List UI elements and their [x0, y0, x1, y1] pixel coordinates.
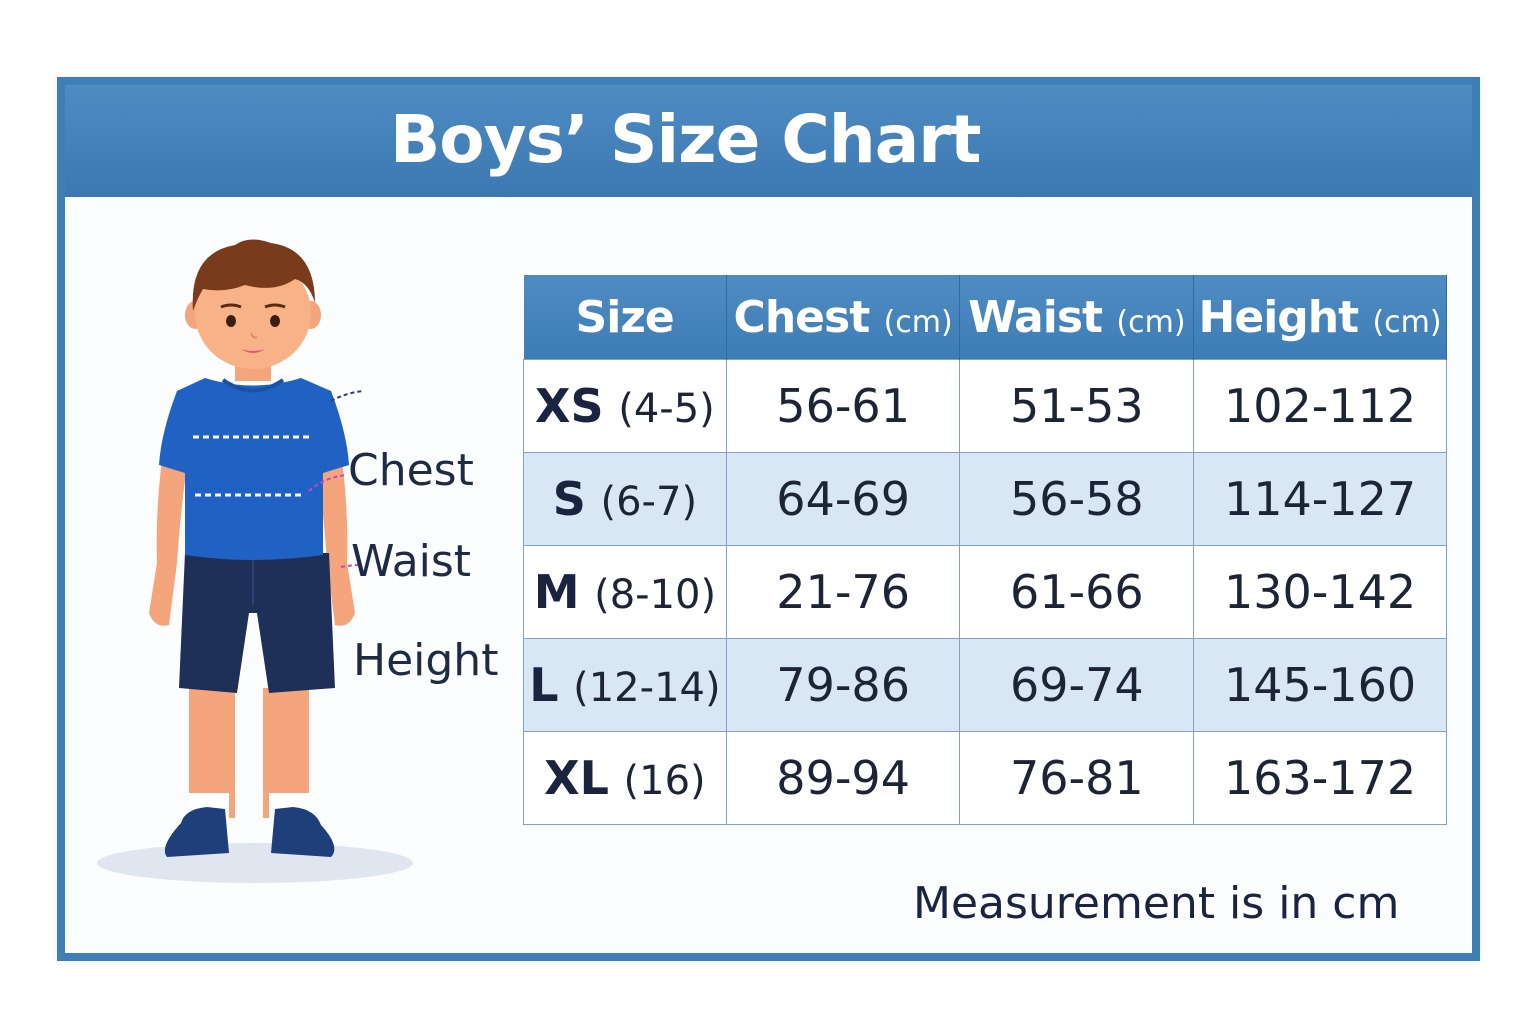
header-label: Height	[1198, 291, 1360, 343]
size-cell: S (6-7)	[523, 452, 727, 546]
table-header-row: Size Chest (cm) Waist (cm) Height (cm)	[523, 275, 1447, 360]
table-row: XS (4-5) 56-61 51-53 102-112	[523, 359, 1447, 453]
header-height: Height (cm)	[1193, 275, 1447, 360]
waist-label: Waist	[351, 536, 472, 587]
height-cell: 102-112	[1193, 359, 1447, 453]
size-code: S	[552, 472, 586, 526]
header-unit: (cm)	[1116, 304, 1186, 340]
size-age: (16)	[623, 758, 706, 804]
header-unit: (cm)	[1372, 304, 1442, 340]
size-cell: L (12-14)	[523, 638, 727, 732]
boy-illustration	[97, 239, 413, 883]
chest-cell: 89-94	[725, 731, 961, 825]
header-label: Chest	[733, 291, 871, 343]
size-age: (4-5)	[618, 386, 715, 432]
size-cell: M (8-10)	[523, 545, 727, 639]
size-age: (8-10)	[594, 572, 717, 618]
size-table: Size Chest (cm) Waist (cm) Height (cm) X…	[523, 275, 1447, 825]
size-code: M	[533, 565, 580, 619]
table-row: L (12-14) 79-86 69-74 145-160	[523, 638, 1447, 732]
boy-figure: Chest Waist Height	[85, 233, 525, 893]
chest-cell: 56-61	[725, 359, 961, 453]
chest-cell: 79-86	[725, 638, 961, 732]
header-chest: Chest (cm)	[726, 275, 961, 360]
height-label: Height	[353, 635, 499, 686]
waist-cell: 61-66	[959, 545, 1195, 639]
height-cell: 114-127	[1193, 452, 1447, 546]
height-cell: 130-142	[1193, 545, 1447, 639]
chest-cell: 21-76	[725, 545, 961, 639]
size-age: (12-14)	[573, 665, 721, 711]
waist-cell: 69-74	[959, 638, 1195, 732]
size-code: XS	[535, 379, 604, 433]
header-label: Size	[575, 291, 675, 343]
page-title: Boys’ Size Chart	[390, 101, 981, 178]
measurement-note: Measurement is in cm	[913, 878, 1400, 929]
size-code: XL	[544, 751, 609, 805]
size-code: L	[529, 658, 559, 712]
height-cell: 145-160	[1193, 638, 1447, 732]
table-row: M (8-10) 21-76 61-66 130-142	[523, 545, 1447, 639]
header-banner: Boys’ Size Chart	[65, 85, 1472, 197]
size-chart-card: Boys’ Size Chart	[57, 77, 1480, 961]
height-cell: 163-172	[1193, 731, 1447, 825]
chest-label: Chest	[348, 445, 474, 496]
table-row: S (6-7) 64-69 56-58 114-127	[523, 452, 1447, 546]
waist-cell: 76-81	[959, 731, 1195, 825]
waist-cell: 56-58	[959, 452, 1195, 546]
chest-cell: 64-69	[725, 452, 961, 546]
size-cell: XL (16)	[523, 731, 727, 825]
size-cell: XS (4-5)	[523, 359, 727, 453]
header-waist: Waist (cm)	[959, 275, 1195, 360]
header-size: Size	[523, 275, 727, 360]
header-unit: (cm)	[883, 304, 953, 340]
waist-cell: 51-53	[959, 359, 1195, 453]
header-label: Waist	[968, 291, 1103, 343]
size-age: (6-7)	[600, 479, 698, 525]
table-row: XL (16) 89-94 76-81 163-172	[523, 731, 1447, 825]
